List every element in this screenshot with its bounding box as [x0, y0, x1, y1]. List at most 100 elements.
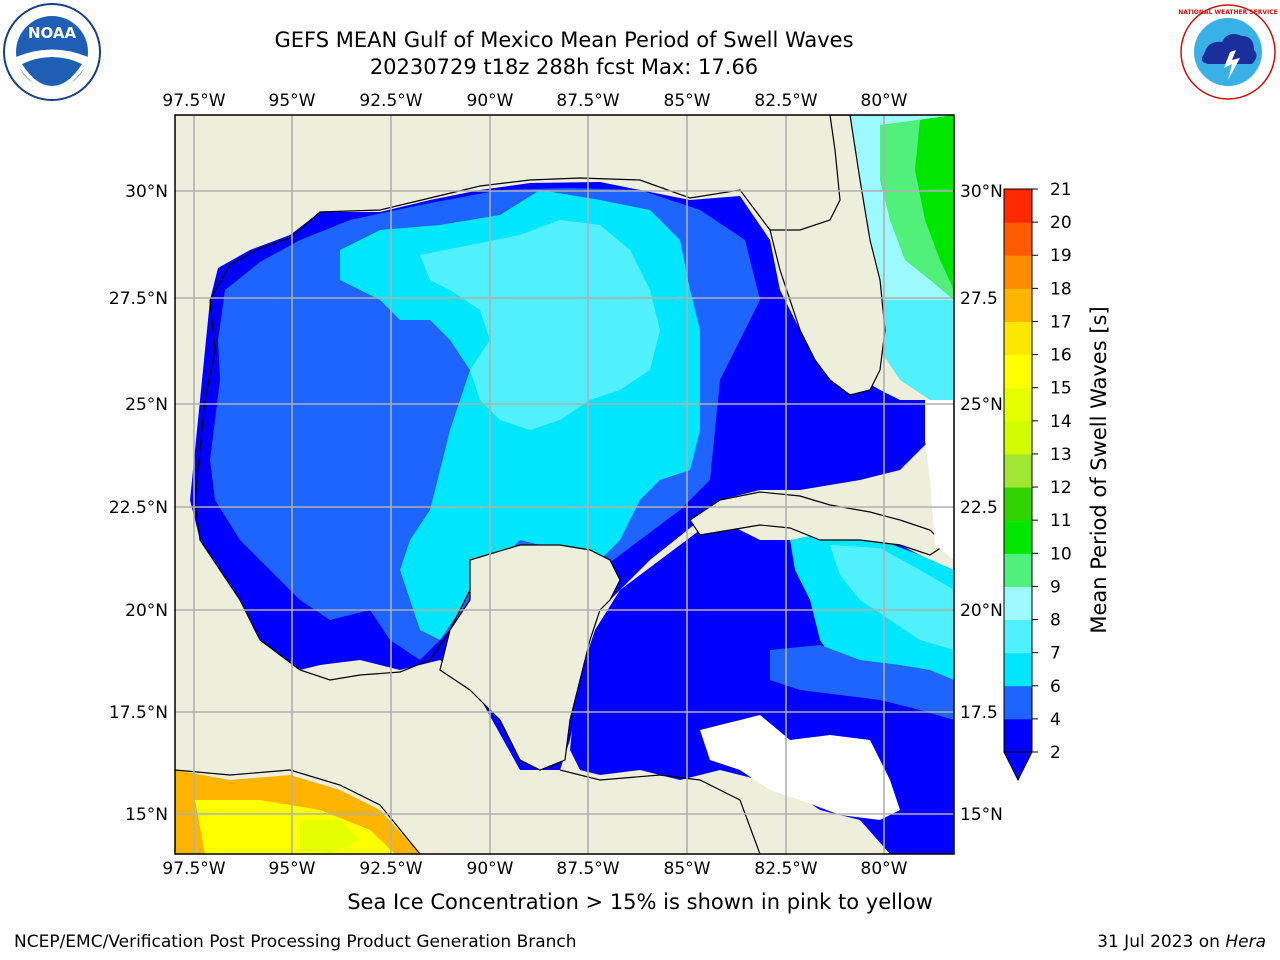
colorbar-tick-label: 15: [1050, 379, 1072, 399]
lat-tick-right: 25°N: [960, 395, 1003, 415]
lat-tick-right: 17.5: [960, 703, 998, 723]
honduras-coast: [559, 769, 761, 854]
colorbar-swatch: [1004, 619, 1032, 654]
colorbar: 2 4 6 7 8 9 10 11 12 13 14 15 16 17 18 19 20 21: [1003, 180, 1072, 782]
us-gulf-coast: [209, 177, 771, 301]
colorbar-swatch: [1004, 222, 1032, 256]
lon-tick-bottom: 82.5°W: [754, 859, 817, 879]
lat-tick-right: 30°N: [960, 182, 1003, 202]
map-frame: [174, 114, 955, 855]
yucatan-landmass: [439, 544, 621, 771]
lon-tick-bottom: 97.5°W: [162, 859, 225, 879]
lat-tick-right: 22.5: [960, 498, 998, 518]
colorbar-swatch: [1004, 520, 1032, 554]
footer-date: 31 Jul 2023 on Hera: [1097, 932, 1266, 952]
pacific-yellow-green-field: [300, 820, 360, 854]
central-america-coast: [175, 769, 421, 854]
nws-logo-text: NATIONAL WEATHER SERVICE: [1178, 9, 1277, 16]
gulf-light-cyan-patch: [420, 220, 660, 430]
caribbean-mid-blue-band: [770, 645, 954, 720]
colorbar-tick-label: 6: [1050, 677, 1061, 697]
colorbar-tick-label: 11: [1050, 511, 1072, 531]
lon-tick-bottom: 85°W: [664, 859, 711, 879]
lon-tick-bottom: 92.5°W: [359, 859, 422, 879]
colorbar-tick-label: 2: [1050, 743, 1061, 763]
colorbar-swatch: [1004, 487, 1032, 521]
atlantic-bright-green-field: [915, 115, 954, 290]
lon-tick-top: 90°W: [467, 91, 514, 111]
lon-labels-bottom: 97.5°W 95°W 92.5°W 90°W 87.5°W 85°W 82.5…: [162, 859, 907, 879]
lon-tick-bottom: 87.5°W: [556, 859, 619, 879]
lon-tick-top: 92.5°W: [359, 91, 422, 111]
lat-tick-right: 27.5: [960, 289, 998, 309]
colorbar-tick-label: 18: [1050, 279, 1072, 299]
noaa-logo-text: NOAA: [28, 24, 77, 42]
colorbar-tick-label: 16: [1050, 346, 1072, 366]
lon-labels-top: 97.5°W 95°W 92.5°W 90°W 87.5°W 85°W 82.5…: [162, 91, 907, 111]
colorbar-swatch: [1004, 354, 1032, 389]
colorbar-tick-label: 9: [1050, 577, 1061, 597]
colorbar-tick-label: 21: [1050, 180, 1072, 200]
lat-tick-left: 25°N: [125, 395, 168, 415]
footer-host: Hera: [1225, 932, 1266, 952]
colorbar-swatch: [1004, 685, 1032, 720]
lat-tick-right: 15°N: [960, 805, 1003, 825]
colorbar-swatch: [1004, 189, 1032, 223]
lat-tick-left: 27.5°N: [109, 289, 168, 309]
lon-tick-bottom: 80°W: [861, 859, 908, 879]
lon-tick-top: 87.5°W: [556, 91, 619, 111]
lon-tick-bottom: 95°W: [269, 859, 316, 879]
footer-date-text: 31 Jul 2023 on: [1097, 932, 1226, 952]
mexico-west-coast: [194, 299, 471, 681]
lat-tick-left: 30°N: [125, 182, 168, 202]
lon-tick-top: 82.5°W: [754, 91, 817, 111]
lon-tick-top: 80°W: [861, 91, 908, 111]
lat-tick-right: 20°N: [960, 601, 1003, 621]
lat-labels-left: 30°N 27.5°N 25°N 22.5°N 20°N 17.5°N 15°N: [109, 182, 168, 825]
footer-credit: NCEP/EMC/Verification Post Processing Pr…: [14, 932, 577, 952]
lat-tick-left: 15°N: [125, 805, 168, 825]
nws-logo: NATIONAL WEATHER SERVICE: [1178, 4, 1278, 100]
colorbar-tick-label: 4: [1050, 710, 1061, 730]
colorbar-swatch: [1004, 288, 1032, 322]
colorbar-swatch: [1004, 718, 1032, 753]
colorbar-extend-arrow: [1003, 751, 1033, 782]
lat-tick-left: 17.5°N: [109, 703, 168, 723]
colorbar-tick-label: 20: [1050, 213, 1072, 233]
sea-ice-caption: Sea Ice Concentration > 15% is shown in …: [347, 890, 933, 914]
colorbar-label: Mean Period of Swell Waves [s]: [1087, 306, 1111, 633]
chart-subtitle: 20230729 t18z 288h fcst Max: 17.66: [369, 55, 759, 79]
colorbar-tick-label: 12: [1050, 478, 1072, 498]
lat-tick-left: 20°N: [125, 601, 168, 621]
colorbar-swatch: [1004, 387, 1032, 422]
colorbar-tick-label: 13: [1050, 445, 1072, 465]
colorbar-tick-label: 19: [1050, 246, 1072, 266]
caribbean-light-cyan-field: [830, 545, 954, 650]
lon-tick-top: 85°W: [664, 91, 711, 111]
colorbar-tick-label: 17: [1050, 312, 1072, 332]
colorbar-swatch: [1004, 553, 1032, 587]
colorbar-tick-label: 8: [1050, 611, 1061, 631]
lat-tick-left: 22.5°N: [109, 498, 168, 518]
colorbar-swatch: [1004, 586, 1032, 621]
colorbar-swatch: [1004, 420, 1032, 455]
colorbar-swatch: [1004, 652, 1032, 687]
lon-tick-top: 95°W: [269, 91, 316, 111]
noaa-logo: NOAA: [3, 3, 101, 101]
colorbar-swatch: [1004, 453, 1032, 488]
caribbean-white-patch: [700, 715, 900, 820]
colorbar-swatch: [1004, 255, 1032, 289]
lon-tick-top: 97.5°W: [162, 91, 225, 111]
atlantic-cyan-field: [880, 300, 954, 400]
colorbar-tick-label: 7: [1050, 644, 1061, 664]
colorbar-outline: [1003, 188, 1033, 753]
colorbar-tick-label: 10: [1050, 544, 1072, 564]
graticule: [175, 115, 954, 854]
colorbar-tick-label: 14: [1050, 412, 1072, 432]
chart-title: GEFS MEAN Gulf of Mexico Mean Period of …: [274, 28, 854, 52]
lon-tick-bottom: 90°W: [467, 859, 514, 879]
lat-labels-right: 30°N 27.5 25°N 22.5 20°N 17.5 15°N: [960, 182, 1003, 825]
colorbar-swatch: [1004, 321, 1032, 356]
hispaniola-missing: [925, 400, 954, 560]
